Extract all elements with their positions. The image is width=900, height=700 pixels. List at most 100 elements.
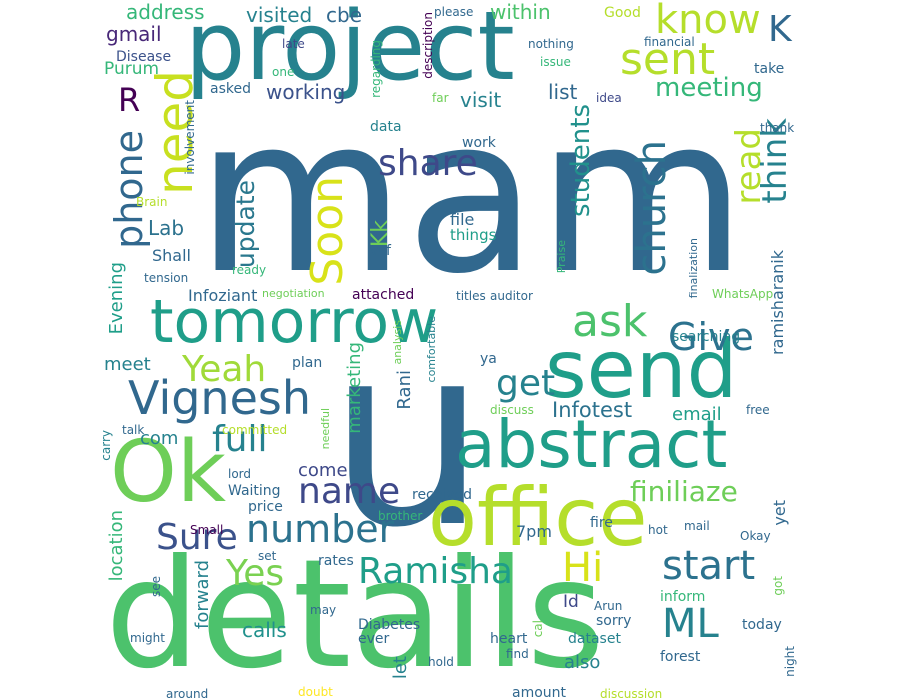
word-ready: ready	[232, 263, 267, 277]
word-phone: phone	[107, 130, 151, 249]
word-good: Good	[604, 5, 641, 21]
word-ml: ML	[662, 601, 719, 647]
word-hold: hold	[428, 655, 454, 669]
word-finalization: finalization	[687, 238, 700, 299]
word-name: name	[298, 471, 401, 512]
word-visited: visited	[246, 3, 313, 27]
word-see: see	[149, 576, 163, 598]
word-details: details	[105, 528, 605, 700]
word-u: u	[328, 291, 487, 582]
word-vignesh: Vignesh	[128, 371, 312, 425]
word-students: students	[566, 104, 596, 217]
word-committed: committed	[222, 423, 288, 437]
word-thank: thank	[760, 121, 795, 135]
word-sure: Sure	[156, 517, 238, 558]
word-7pm: 7pm	[516, 522, 552, 541]
word-get: get	[496, 363, 556, 404]
word-infoziant: Infoziant	[188, 286, 258, 305]
word-office: office	[428, 471, 648, 564]
word-ever: ever	[358, 631, 390, 647]
word-lord: lord	[228, 467, 252, 481]
word-ramisha: Ramisha	[358, 551, 513, 592]
word-meet: meet	[104, 354, 151, 375]
word-address: address	[126, 0, 205, 24]
word-hi: Hi	[562, 545, 604, 591]
word-description: description	[421, 12, 435, 79]
word-soon: Soon	[302, 176, 353, 286]
word-rani: Rani	[394, 370, 415, 410]
word-yeah: Yeah	[182, 349, 267, 390]
word-idea: idea	[596, 91, 622, 105]
word-regarding: regarding	[369, 40, 383, 98]
word-negotiation: negotiation	[262, 287, 325, 300]
word-asked: asked	[210, 81, 251, 97]
word-lab: Lab	[148, 216, 185, 240]
word-inform: inform	[660, 589, 706, 605]
word-location: location	[106, 510, 127, 582]
word-mam: mam	[196, 70, 747, 321]
word-yes: Yes	[226, 553, 285, 594]
word-working: working	[266, 80, 346, 104]
word-com: com	[140, 428, 179, 449]
word-ask: ask	[572, 296, 648, 347]
word-gmail: gmail	[106, 22, 162, 46]
word-find: find	[506, 647, 529, 661]
word-ya: ya	[480, 351, 497, 367]
word-sent: sent	[620, 34, 716, 85]
word-waiting: Waiting	[228, 483, 281, 499]
word-around: around	[166, 687, 209, 700]
word-know: know	[655, 0, 761, 43]
word-start: start	[662, 543, 756, 589]
word-full: full	[212, 419, 268, 460]
word-finiliaze: finiliaze	[630, 475, 738, 508]
word-id: Id	[563, 592, 579, 612]
word-church: church	[629, 140, 675, 276]
word-financial: financial	[644, 35, 695, 49]
word-send: send	[545, 323, 738, 416]
word-share: share	[378, 143, 478, 184]
word-visit: visit	[460, 88, 502, 112]
word-free: free	[746, 403, 770, 417]
word-doubt: doubt	[298, 685, 333, 699]
word-also: also	[564, 652, 601, 673]
word-amount: amount	[512, 685, 567, 700]
word-discussion: discussion	[600, 687, 663, 700]
word-rates: rates	[318, 553, 354, 569]
word-tomorrow: tomorrow	[150, 287, 439, 357]
word-small: Small	[190, 523, 224, 537]
word-heart: heart	[490, 631, 528, 647]
word-things: things	[450, 226, 497, 244]
word-give: Give	[668, 315, 754, 359]
word-list: list	[548, 80, 578, 104]
word-shall: Shall	[152, 246, 191, 265]
word-involvement: involvement	[183, 100, 197, 175]
word-received: received	[412, 487, 473, 503]
word-cbe: cbe	[326, 3, 362, 27]
word-please: please	[434, 5, 474, 19]
word-forward: forward	[192, 560, 213, 630]
word-arun: Arun	[594, 599, 623, 613]
word-purum: Purum	[104, 59, 160, 79]
word-email: email	[672, 404, 722, 425]
word-fire: fire	[590, 515, 613, 531]
word-infotest: Infotest	[552, 398, 633, 422]
word-data: data	[370, 119, 402, 135]
word-brother: brother	[378, 509, 423, 523]
word-analysis: analysis	[391, 320, 404, 365]
word-auditor: auditor	[490, 289, 533, 303]
word-calls: calls	[242, 618, 287, 642]
word-within: within	[490, 0, 551, 24]
word-carry: carry	[99, 430, 113, 461]
word-cal: cal	[531, 620, 545, 638]
word-ramisharanik: ramisharanik	[768, 250, 787, 355]
word-might: might	[130, 631, 165, 645]
word-may: may	[310, 603, 337, 617]
word-talk: talk	[122, 423, 145, 437]
word-tension: tension	[144, 271, 189, 285]
word-number: number	[246, 507, 395, 551]
word-take: take	[754, 61, 785, 77]
word-project: project	[185, 0, 515, 102]
word-marketing: marketing	[344, 342, 365, 434]
word-meeting: meeting	[655, 73, 763, 103]
